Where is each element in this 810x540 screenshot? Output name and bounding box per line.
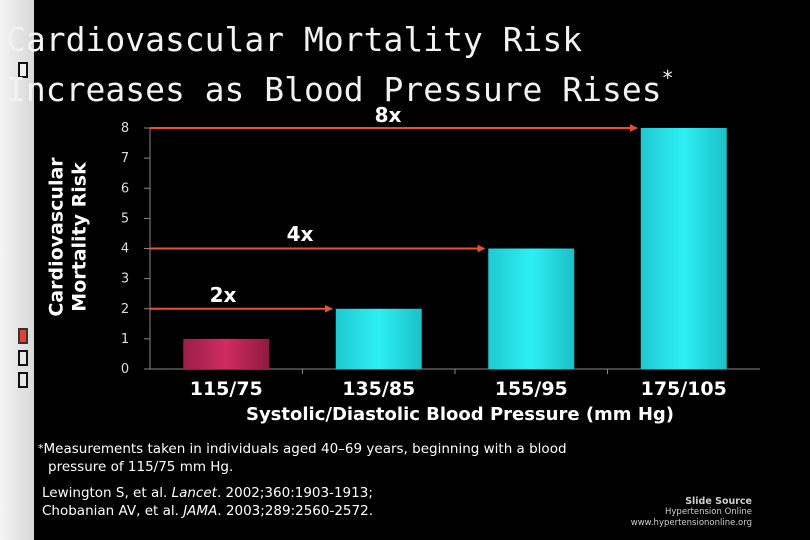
- reference-2-details: . 2003;289:2560-2572.: [217, 503, 373, 519]
- x-category-label: 175/105: [641, 378, 727, 400]
- annotation-label-8x: 8x: [375, 103, 402, 127]
- left-decorative-strip: [0, 0, 34, 540]
- y-tick-label: 8: [121, 121, 129, 136]
- reference-1-authors: Lewington S, et al.: [42, 485, 172, 501]
- references: Lewington S, et al. Lancet. 2002;360:190…: [42, 484, 542, 520]
- footnote-line-2: pressure of 115/75 mm Hg.: [48, 459, 234, 475]
- slide-title: Cardiovascular Mortality Risk Increases …: [6, 18, 806, 111]
- strip-marker: [18, 62, 28, 78]
- title-asterisk: *: [661, 66, 674, 90]
- slide-source-label: Slide Source: [685, 496, 752, 507]
- strip-marker: [18, 350, 28, 366]
- bar-115-75: [183, 338, 270, 369]
- reference-2-journal: JAMA: [183, 503, 218, 519]
- footnote: *Measurements taken in individuals aged …: [38, 440, 678, 476]
- reference-2-authors: Chobanian AV, et al.: [42, 503, 184, 519]
- reference-1-journal: Lancet: [171, 485, 217, 501]
- bar-155-95: [488, 248, 575, 369]
- reference-2: Chobanian AV, et al. JAMA. 2003;289:2560…: [42, 502, 542, 520]
- x-axis-label: Systolic/Diastolic Blood Pressure (mm Hg…: [245, 404, 674, 425]
- bar-175-105: [640, 128, 727, 369]
- slide-source-name: Hypertension Online: [665, 507, 752, 517]
- y-tick-label: 1: [121, 332, 129, 347]
- annotation-label-2x: 2x: [210, 283, 237, 307]
- y-tick-label: 6: [121, 181, 129, 196]
- y-tick-label: 4: [121, 242, 129, 257]
- footnote-line-1: Measurements taken in individuals aged 4…: [43, 441, 567, 457]
- y-tick-label: 2: [121, 302, 129, 317]
- footnote-asterisk: *: [38, 442, 44, 455]
- y-tick-label: 7: [121, 151, 129, 166]
- reference-1: Lewington S, et al. Lancet. 2002;360:190…: [42, 484, 542, 502]
- y-tick-label: 5: [121, 211, 129, 226]
- annotation-label-4x: 4x: [287, 222, 314, 246]
- slide-source: Slide Source Hypertension Online www.hyp…: [631, 496, 752, 529]
- title-line-1: Cardiovascular Mortality Risk: [6, 20, 583, 59]
- reference-1-details: . 2002;360:1903-1913;: [216, 485, 373, 501]
- strip-marker: [18, 328, 28, 344]
- slide-source-url: www.hypertensiononline.org: [630, 518, 752, 528]
- strip-marker: [18, 372, 28, 388]
- y-tick-label: 0: [121, 362, 129, 377]
- y-tick-label: 3: [121, 272, 129, 287]
- bar-135-85: [335, 308, 422, 369]
- title-line-2: Increases as Blood Pressure Rises: [6, 70, 662, 109]
- x-category-label: 115/75: [190, 378, 263, 400]
- x-category-label: 155/95: [495, 378, 568, 400]
- x-category-label: 135/85: [342, 378, 415, 400]
